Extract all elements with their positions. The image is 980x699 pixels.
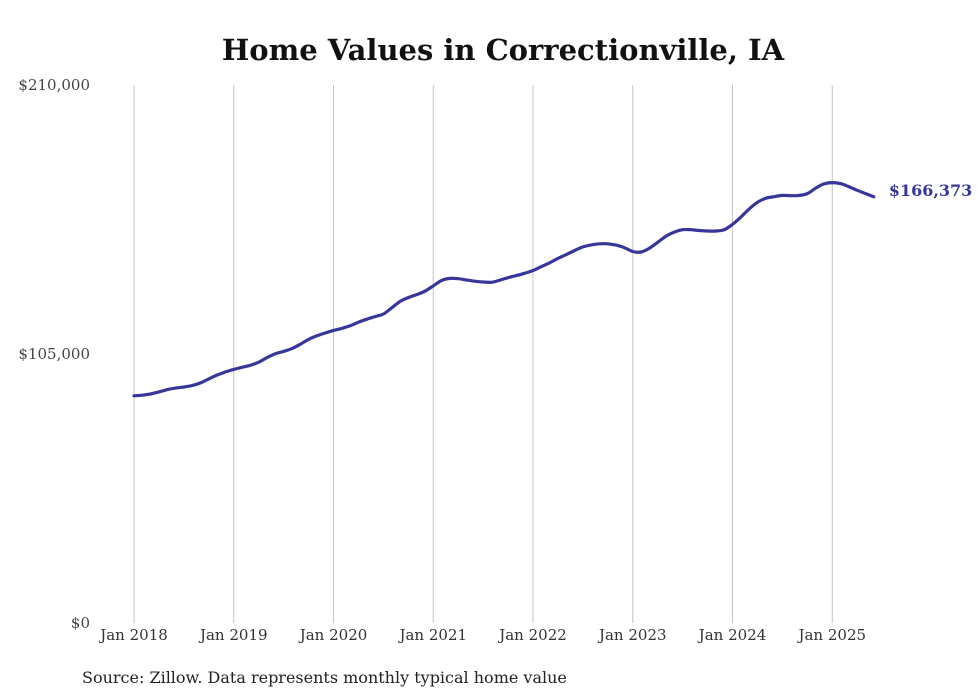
x-tick-label: Jan 2021 [397,626,467,644]
x-tick-label: Jan 2025 [796,626,866,644]
x-axis-ticks: Jan 2018 Jan 2019 Jan 2020 Jan 2021 Jan 2022… [98,626,866,644]
gridlines [133,85,833,623]
series-line [132,181,876,398]
y-tick-label: $210,000 [18,76,90,94]
x-tick-label: Jan 2023 [597,626,667,644]
source-note: Source: Zillow. Data represents monthly … [82,668,567,687]
y-tick-label: $0 [71,614,90,632]
x-tick-label: Jan 2019 [198,626,268,644]
y-tick-label: $105,000 [18,345,90,363]
x-tick-label: Jan 2018 [98,626,168,644]
x-tick-label: Jan 2022 [497,626,567,644]
end-value-label: $166,373 [889,181,973,200]
y-axis-ticks: $0 $105,000 $210,000 [18,76,90,632]
chart-title: Home Values in Correctionville, IA [222,33,785,67]
x-tick-label: Jan 2024 [697,626,767,644]
x-tick-label: Jan 2020 [298,626,368,644]
